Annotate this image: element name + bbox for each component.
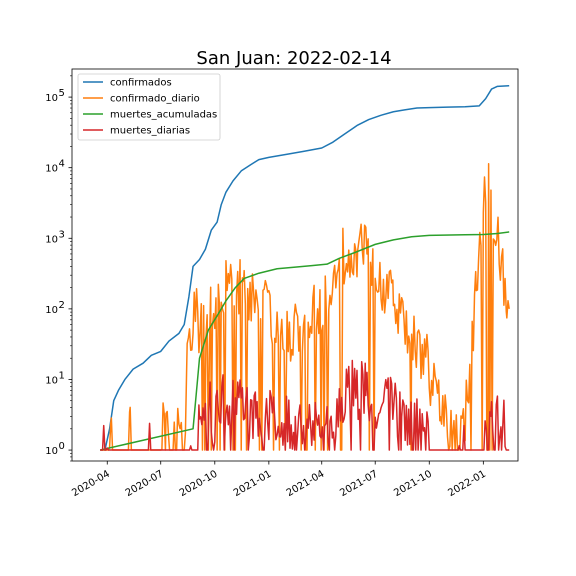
legend: confirmados confirmado_diario muertes_acum…: [78, 74, 220, 140]
y-tick-exponent: 3: [59, 229, 65, 240]
y-tick-label: 10: [45, 234, 58, 245]
y-tick-exponent: 1: [59, 370, 65, 381]
y-tick-label: 10: [45, 164, 58, 175]
y-tick-exponent: 4: [59, 159, 65, 170]
legend-label-confirmado_diario: confirmado_diario: [110, 94, 200, 105]
y-tick-exponent: 2: [59, 300, 65, 311]
legend-label-muertes_acumuladas: muertes_acumuladas: [110, 110, 217, 121]
y-tick-label: 10: [45, 305, 58, 316]
legend-label-muertes_diarias: muertes_diarias: [110, 126, 190, 137]
y-tick-label: 10: [45, 93, 58, 104]
y-tick-label: 10: [45, 375, 58, 386]
y-tick-exponent: 0: [59, 441, 65, 452]
legend-label-confirmados: confirmados: [110, 78, 172, 89]
y-tick-label: 10: [45, 446, 58, 457]
chart-title: San Juan: 2022-02-14: [196, 48, 391, 69]
y-tick-exponent: 5: [59, 88, 65, 99]
